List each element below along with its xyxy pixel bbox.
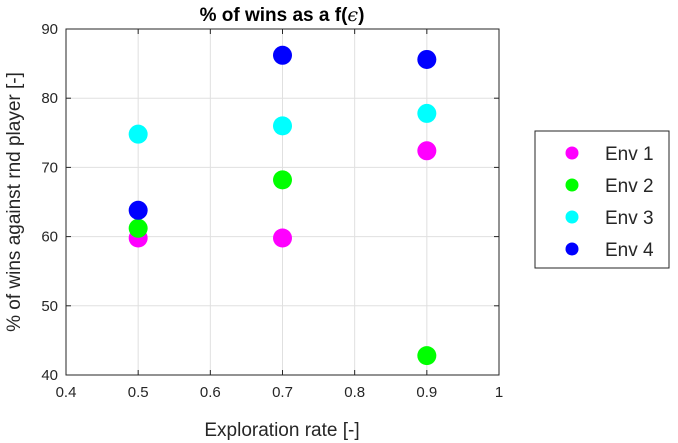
legend-marker-env-4 — [565, 242, 579, 256]
y-tick-label: 90 — [41, 21, 58, 38]
scatter-point-env-2 — [417, 346, 437, 366]
y-tick-label: 40 — [41, 367, 58, 384]
x-tick-label: 1 — [495, 384, 503, 401]
chart-title-symbol: ϵ — [347, 4, 358, 26]
scatter-point-env-4 — [128, 200, 148, 220]
scatter-point-env-3 — [417, 103, 437, 123]
grid-layer — [65, 28, 500, 376]
legend-marker-env-3 — [565, 210, 579, 224]
scatter-point-env-3 — [128, 124, 148, 144]
y-tick-label: 60 — [41, 229, 58, 246]
x-tick-label: 0.9 — [416, 384, 437, 401]
x-tick-label: 0.4 — [56, 384, 77, 401]
points-layer — [128, 45, 437, 366]
legend-marker-env-2 — [565, 178, 579, 192]
legend-box — [534, 130, 670, 269]
scatter-point-env-3 — [273, 116, 292, 136]
scatter-point-env-1 — [417, 141, 437, 161]
y-tick-label: 70 — [41, 159, 58, 176]
ticks-layer: 0.4 0.5 0.6 0.7 0.8 0.9 1 40 50 60 70 80 90 — [41, 21, 503, 401]
scatter-point-env-2 — [273, 170, 292, 190]
legend-items: Env 1 Env 2 Env 3 Env 4 — [565, 144, 654, 261]
x-axis-label: Exploration rate [-] — [204, 420, 359, 441]
scatter-point-env-4 — [273, 45, 292, 65]
legend-marker-env-1 — [565, 146, 579, 160]
chart-title-text: % of wins as a f( — [200, 5, 348, 26]
x-tick-label: 0.8 — [344, 384, 365, 401]
x-tick-label: 0.7 — [272, 384, 293, 401]
scatter-point-env-2 — [128, 218, 148, 238]
y-tick-label: 50 — [41, 298, 58, 315]
legend-label-env-2: Env 2 — [605, 176, 654, 197]
scatter-point-env-1 — [273, 228, 292, 248]
chart-title-close: ) — [358, 5, 364, 26]
y-tick-label: 80 — [41, 90, 58, 107]
legend: Env 1 Env 2 Env 3 Env 4 — [534, 130, 670, 269]
x-tick-label: 0.6 — [200, 384, 221, 401]
chart-title: % of wins as a f(ϵ) — [200, 4, 365, 26]
y-axis-label: % of wins against rnd player [-] — [4, 72, 25, 332]
legend-label-env-3: Env 3 — [605, 208, 654, 229]
legend-label-env-1: Env 1 — [605, 144, 654, 165]
legend-label-env-4: Env 4 — [605, 240, 654, 261]
scatter-point-env-4 — [417, 49, 437, 69]
x-tick-label: 0.5 — [128, 384, 149, 401]
